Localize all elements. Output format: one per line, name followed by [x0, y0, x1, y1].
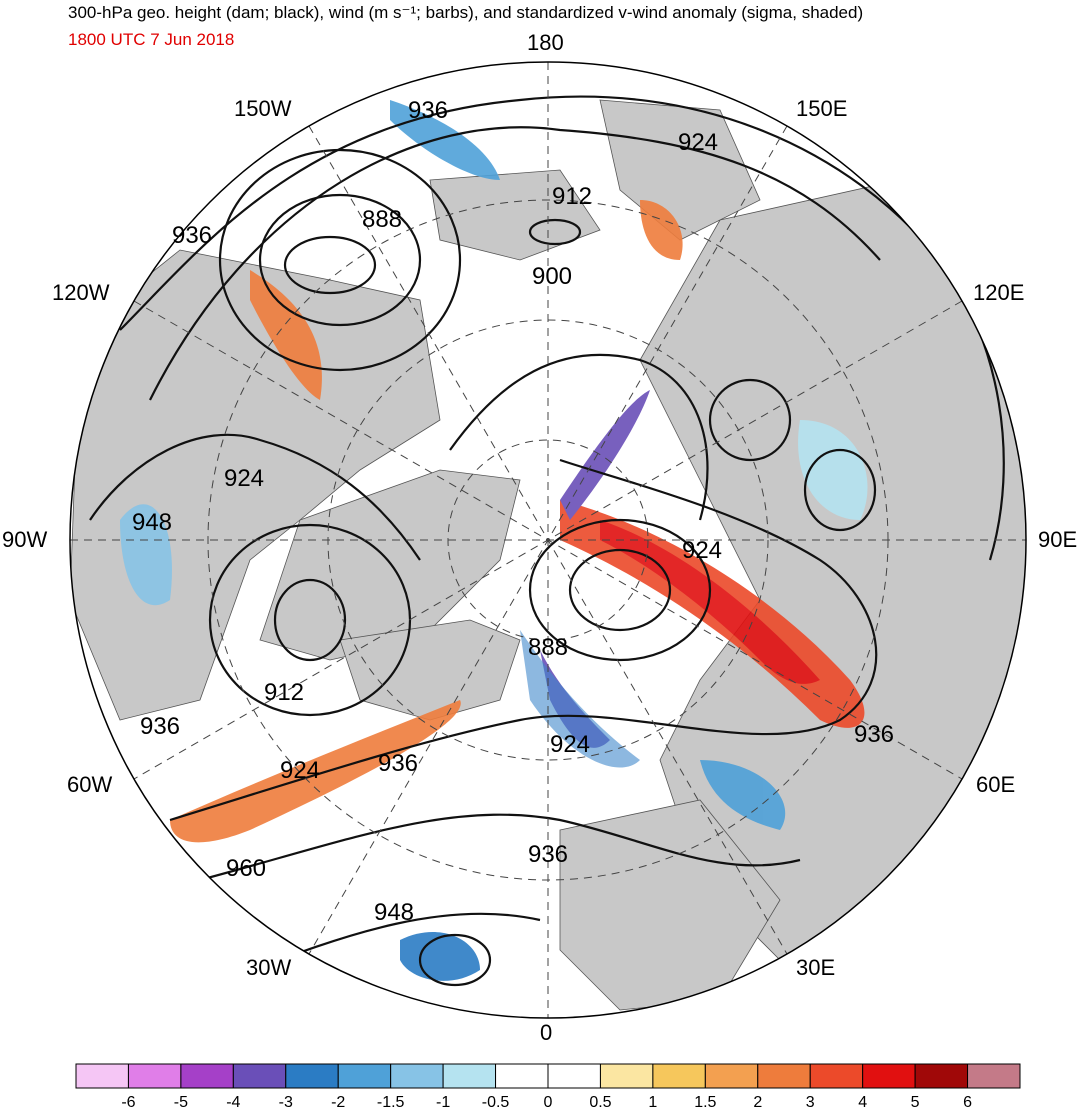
contour-label: 888 [362, 206, 402, 233]
colorbar-swatch [599, 1063, 654, 1089]
colorbar-tick-label: -0.5 [481, 1094, 510, 1111]
height-contours [89, 95, 1005, 987]
lon-label-150w: 150W [234, 96, 292, 121]
lon-label-120e: 120E [973, 280, 1025, 305]
colorbar-tick-label: -1.5 [376, 1094, 405, 1111]
contour-label: 912 [552, 183, 592, 210]
colorbar-swatch [704, 1063, 759, 1089]
contour-label: 936 [854, 721, 894, 748]
lon-label-90e: 90E [1038, 527, 1078, 552]
colorbar-swatch [232, 1063, 287, 1089]
contour-label: 888 [528, 634, 568, 661]
lon-label-0: 0 [540, 1020, 553, 1045]
colorbar-swatch [127, 1063, 182, 1089]
contour-label: 936 [140, 713, 180, 740]
lon-label-30w: 30W [246, 955, 292, 980]
colorbar-tick-label: 1 [648, 1094, 658, 1111]
contour-label: 936 [378, 750, 418, 777]
contour-label: 924 [678, 129, 718, 156]
colorbar-tick-label: 1.5 [694, 1094, 717, 1111]
contour-label: 936 [528, 841, 568, 868]
colorbar-tick-label: 2 [753, 1094, 763, 1111]
colorbar-swatch [75, 1063, 129, 1089]
valid-time: 1800 UTC 7 Jun 2018 [68, 30, 235, 49]
colorbar-tick-label: 0 [543, 1094, 553, 1111]
map-title: 300-hPa geo. height (dam; black), wind (… [68, 3, 864, 22]
colorbar-tick-label: -6 [121, 1094, 136, 1111]
colorbar-swatch [652, 1063, 706, 1089]
contour-label: 924 [280, 757, 320, 784]
colorbar-swatch [495, 1063, 549, 1089]
contour-label: 924 [550, 731, 590, 758]
colorbar-tick-label: -4 [226, 1094, 241, 1111]
contour-label: 912 [264, 679, 304, 706]
colorbar-swatch [809, 1063, 864, 1089]
colorbar-swatch [285, 1063, 339, 1089]
lon-label-60w: 60W [67, 772, 113, 797]
colorbar-tick-label: 3 [805, 1094, 815, 1111]
lon-label-90w: 90W [2, 527, 48, 552]
contour-label: 948 [374, 899, 414, 926]
colorbar-swatch [757, 1063, 811, 1089]
colorbar-swatch [967, 1063, 1021, 1089]
anomaly-shading [120, 100, 868, 981]
map-disc [70, 62, 1026, 1018]
colorbar-tick-label: 5 [910, 1094, 920, 1111]
colorbar-tick-label: 6 [963, 1094, 972, 1111]
contour-label: 924 [224, 465, 264, 492]
contour-label: 948 [132, 509, 172, 536]
colorbar-tick-label: -5 [173, 1094, 188, 1111]
contour-label: 960 [226, 855, 266, 882]
contour-label: 924 [682, 537, 722, 564]
colorbar-swatch [180, 1063, 234, 1089]
colorbar-tick-label: 0.5 [589, 1094, 612, 1111]
graticule [70, 62, 1026, 1018]
colorbar-swatch [442, 1063, 497, 1089]
colorbar-tick-label: -2 [331, 1094, 346, 1111]
colorbar-tick-label: -1 [435, 1094, 451, 1111]
colorbar [75, 1063, 1021, 1089]
lon-label-180: 180 [527, 30, 564, 55]
contour-label: 900 [532, 263, 572, 290]
contour-label: 936 [408, 97, 448, 124]
colorbar-tick-label: 4 [858, 1094, 868, 1111]
contour-label-layer: 936 924 912 888 900 936 924 948 924 888 … [132, 97, 894, 926]
lon-label-30e: 30E [796, 955, 836, 980]
map-border [69, 61, 1027, 1019]
colorbar-swatch [862, 1063, 916, 1089]
lon-label-150e: 150E [796, 96, 848, 121]
lon-label-120w: 120W [52, 280, 110, 305]
colorbar-swatch [337, 1063, 392, 1089]
colorbar-swatch [390, 1063, 444, 1089]
colorbar-swatch [547, 1063, 601, 1089]
contour-label: 936 [172, 222, 212, 249]
land-masses [70, 99, 1026, 1011]
colorbar-swatch [914, 1063, 969, 1089]
colorbar-tick-label: -3 [278, 1094, 293, 1111]
lon-label-60e: 60E [976, 772, 1016, 797]
